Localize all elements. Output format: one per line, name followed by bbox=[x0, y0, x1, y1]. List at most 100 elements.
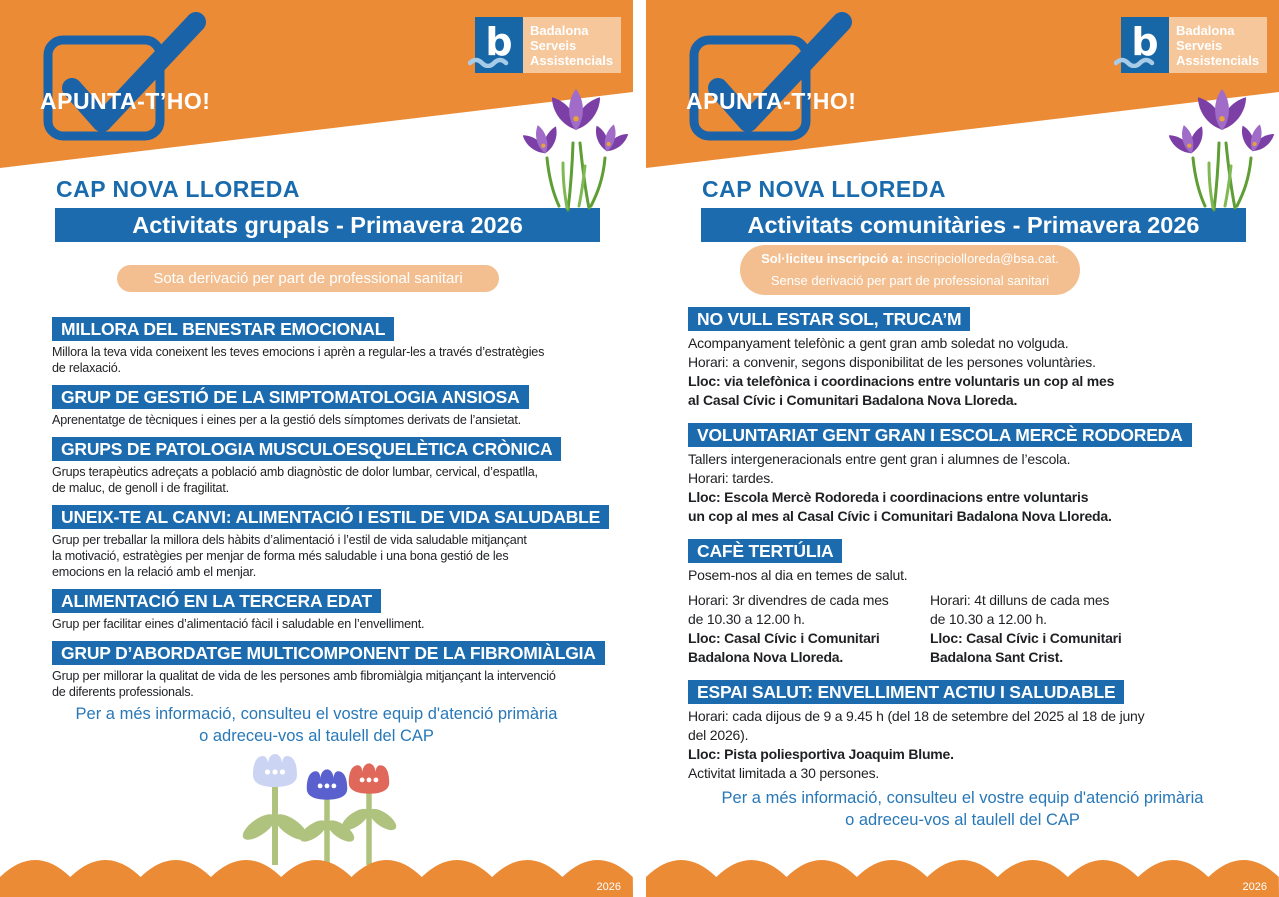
bsa-word-assistencials: Assistencials bbox=[530, 52, 614, 68]
footer-wave bbox=[0, 860, 633, 897]
section-heading: GRUPS DE PATOLOGIA MUSCULOESQUELÈTICA CR… bbox=[52, 437, 562, 461]
section-line: Badalona Sant Crist. bbox=[930, 649, 1063, 665]
page-title: CAP NOVA LLOREDA bbox=[56, 176, 300, 202]
more-info-text: Per a més informació, consulteu el vostr… bbox=[646, 787, 1279, 831]
section-line: emocions en la relació amb el menjar. bbox=[52, 565, 257, 579]
bsa-word-serveis: Serveis bbox=[530, 37, 577, 53]
crocus-flowers-illustration bbox=[1165, 88, 1278, 220]
wave-icon bbox=[468, 57, 509, 68]
info-text-line: o adreceu-vos al taulell del CAP bbox=[199, 727, 434, 745]
info-text-line: o adreceu-vos al taulell del CAP bbox=[845, 811, 1080, 829]
section-line: Grup per facilitar eines d’alimentació f… bbox=[52, 617, 425, 631]
section-line: Horari: a convenir, segons disponibilita… bbox=[688, 354, 1096, 370]
section: CAFÈ TERTÚLIA Posem-nos al dia en temes … bbox=[688, 539, 1254, 667]
checkbox-logo bbox=[14, 12, 214, 152]
section-line: Acompanyament telefònic a gent gran amb … bbox=[688, 335, 1069, 351]
section-line: Horari: tardes. bbox=[688, 470, 774, 486]
section-heading: ALIMENTACIÓ EN LA TERCERA EDAT bbox=[52, 589, 381, 613]
more-info-text: Per a més informació, consulteu el vostr… bbox=[0, 703, 633, 747]
section-line: Millora la teva vida coneixent les teves… bbox=[52, 345, 545, 359]
pill-inscription-label: Sol·liciteu inscripció a: bbox=[761, 251, 904, 266]
wave-icon bbox=[1114, 57, 1155, 68]
section-line: Posem-nos al dia en temes de salut. bbox=[688, 567, 908, 583]
bsa-word-assistencials: Assistencials bbox=[1176, 52, 1260, 68]
bsa-word-badalona: Badalona bbox=[530, 22, 589, 38]
apunta-tho-tagline: APUNTA-T’HO! bbox=[40, 88, 211, 114]
derivation-pill: Sota derivació per part de professional … bbox=[117, 265, 499, 292]
section-line: Lloc: Casal Cívic i Comunitari bbox=[688, 630, 880, 646]
section: GRUP DE GESTIÓ DE LA SIMPTOMATOLOGIA ANS… bbox=[52, 385, 608, 428]
pill-inscription-email: inscripciolloreda@bsa.cat. bbox=[903, 251, 1059, 266]
checkmark-icon bbox=[43, 12, 206, 141]
section-line: de 10.30 a 12.00 h. bbox=[688, 611, 805, 627]
section-line: de diferents professionals. bbox=[52, 685, 194, 699]
bsa-logo-b-mark: b bbox=[1114, 17, 1169, 73]
section-line: Lloc: Escola Mercè Rodoreda i coordinaci… bbox=[688, 489, 1089, 505]
bsa-word-badalona: Badalona bbox=[1176, 22, 1235, 38]
bsa-logo-letter: b bbox=[485, 20, 513, 64]
checkmark-icon bbox=[689, 12, 852, 141]
footer-wave bbox=[646, 860, 1279, 897]
section-line: Tallers intergeneracionals entre gent gr… bbox=[688, 451, 1071, 467]
section-line: de relaxació. bbox=[52, 361, 121, 375]
page-activitats-grupals: APUNTA-T’HO! b Badalona Serveis Assisten… bbox=[0, 0, 633, 897]
section: MILLORA DEL BENESTAR EMOCIONAL Millora l… bbox=[52, 317, 608, 376]
info-text-line: Per a més informació, consulteu el vostr… bbox=[75, 705, 558, 723]
section-line: de maluc, de genoll i de fragilitat. bbox=[52, 481, 229, 495]
section: GRUP D’ABORDATGE MULTICOMPONENT DE LA FI… bbox=[52, 641, 608, 700]
section: ALIMENTACIÓ EN LA TERCERA EDAT Grup per … bbox=[52, 589, 608, 632]
section-heading: VOLUNTARIAT GENT GRAN I ESCOLA MERCÈ ROD… bbox=[688, 423, 1192, 447]
bsa-logo-letter: b bbox=[1131, 20, 1159, 64]
bsa-logo: b Badalona Serveis Assistencials bbox=[468, 17, 621, 73]
section-line: Horari: cada dijous de 9 a 9.45 h (del 1… bbox=[688, 708, 1145, 724]
section-heading: CAFÈ TERTÚLIA bbox=[688, 539, 843, 563]
sections-list: NO VULL ESTAR SOL, TRUCA’M Acompanyament… bbox=[688, 307, 1254, 796]
section-line: Horari: 4t dilluns de cada mes bbox=[930, 592, 1110, 608]
section-heading: NO VULL ESTAR SOL, TRUCA’M bbox=[688, 307, 971, 331]
section-line: Lloc: Pista poliesportiva Joaquim Blume. bbox=[688, 746, 954, 762]
page-activitats-comunitaries: APUNTA-T’HO! b Badalona Serveis Assisten… bbox=[646, 0, 1279, 897]
footer-year: 2026 bbox=[596, 881, 621, 893]
section-line: de 10.30 a 12.00 h. bbox=[930, 611, 1047, 627]
section-heading: UNEIX-TE AL CANVI: ALIMENTACIÓ I ESTIL D… bbox=[52, 505, 610, 529]
section-line: la motivació, estratègies per menjar de … bbox=[52, 549, 509, 563]
section-line: Lloc: via telefònica i coordinacions ent… bbox=[688, 373, 1115, 389]
section-heading: ESPAI SALUT: ENVELLIMENT ACTIU I SALUDAB… bbox=[688, 680, 1125, 704]
schedule-column-right: Horari: 4t dilluns de cada mes de 10.30 … bbox=[930, 591, 1122, 667]
apunta-tho-tagline: APUNTA-T’HO! bbox=[686, 88, 857, 114]
banner-title: Activitats grupals - Primavera 2026 bbox=[55, 208, 600, 242]
section-line: Badalona Nova Lloreda. bbox=[688, 649, 844, 665]
bsa-word-serveis: Serveis bbox=[1176, 37, 1223, 53]
inscription-pill: Sol·liciteu inscripció a: inscripciollor… bbox=[740, 245, 1080, 295]
section-line: Lloc: Casal Cívic i Comunitari bbox=[930, 630, 1122, 646]
section-line: del 2026). bbox=[688, 727, 749, 743]
banner-title: Activitats comunitàries - Primavera 2026 bbox=[701, 208, 1246, 242]
section-line: al Casal Cívic i Comunitari Badalona Nov… bbox=[688, 392, 1018, 408]
section-line: Grups terapèutics adreçats a població am… bbox=[52, 465, 538, 479]
bsa-logo: b Badalona Serveis Assistencials bbox=[1114, 17, 1267, 73]
page-title: CAP NOVA LLOREDA bbox=[702, 176, 946, 202]
section-line: Aprenentatge de tècniques i eines per a … bbox=[52, 413, 521, 427]
info-text-line: Per a més informació, consulteu el vostr… bbox=[721, 789, 1204, 807]
pill-line: Sense derivació per part de professional… bbox=[770, 273, 1050, 288]
checkbox-logo bbox=[660, 12, 860, 152]
section-line: un cop al mes al Casal Cívic i Comunitar… bbox=[688, 508, 1112, 524]
section-heading: GRUP D’ABORDATGE MULTICOMPONENT DE LA FI… bbox=[52, 641, 605, 665]
tulips-illustration bbox=[230, 753, 405, 873]
section-heading: MILLORA DEL BENESTAR EMOCIONAL bbox=[52, 317, 395, 341]
section: NO VULL ESTAR SOL, TRUCA’M Acompanyament… bbox=[688, 307, 1254, 410]
section-line: Horari: 3r divendres de cada mes bbox=[688, 592, 889, 608]
section-line: Grup per treballar la millora dels hàbit… bbox=[52, 533, 527, 547]
section: UNEIX-TE AL CANVI: ALIMENTACIÓ I ESTIL D… bbox=[52, 505, 610, 580]
section: ESPAI SALUT: ENVELLIMENT ACTIU I SALUDAB… bbox=[688, 680, 1254, 783]
schedule-columns: Horari: 3r divendres de cada mes de 10.3… bbox=[688, 591, 1254, 667]
section: GRUPS DE PATOLOGIA MUSCULOESQUELÈTICA CR… bbox=[52, 437, 608, 496]
pill-line: Sol·liciteu inscripció a: inscripciollor… bbox=[740, 248, 1080, 270]
section: VOLUNTARIAT GENT GRAN I ESCOLA MERCÈ ROD… bbox=[688, 423, 1254, 526]
schedule-column-left: Horari: 3r divendres de cada mes de 10.3… bbox=[688, 591, 930, 667]
bsa-logo-wordmark: Badalona Serveis Assistencials bbox=[523, 17, 621, 73]
bsa-logo-b-mark: b bbox=[468, 17, 523, 73]
sections-list: MILLORA DEL BENESTAR EMOCIONAL Millora l… bbox=[52, 317, 610, 709]
footer-year: 2026 bbox=[1242, 881, 1267, 893]
